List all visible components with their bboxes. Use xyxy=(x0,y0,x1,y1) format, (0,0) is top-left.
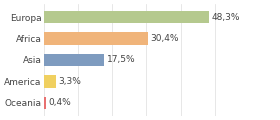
Bar xyxy=(44,96,46,109)
Text: 30,4%: 30,4% xyxy=(151,34,179,43)
Bar xyxy=(44,32,148,45)
Bar xyxy=(44,54,104,66)
Text: 17,5%: 17,5% xyxy=(107,55,135,64)
Bar xyxy=(44,11,209,24)
Text: 48,3%: 48,3% xyxy=(211,13,240,22)
Bar xyxy=(44,75,55,88)
Text: 0,4%: 0,4% xyxy=(48,98,71,107)
Text: 3,3%: 3,3% xyxy=(58,77,81,86)
